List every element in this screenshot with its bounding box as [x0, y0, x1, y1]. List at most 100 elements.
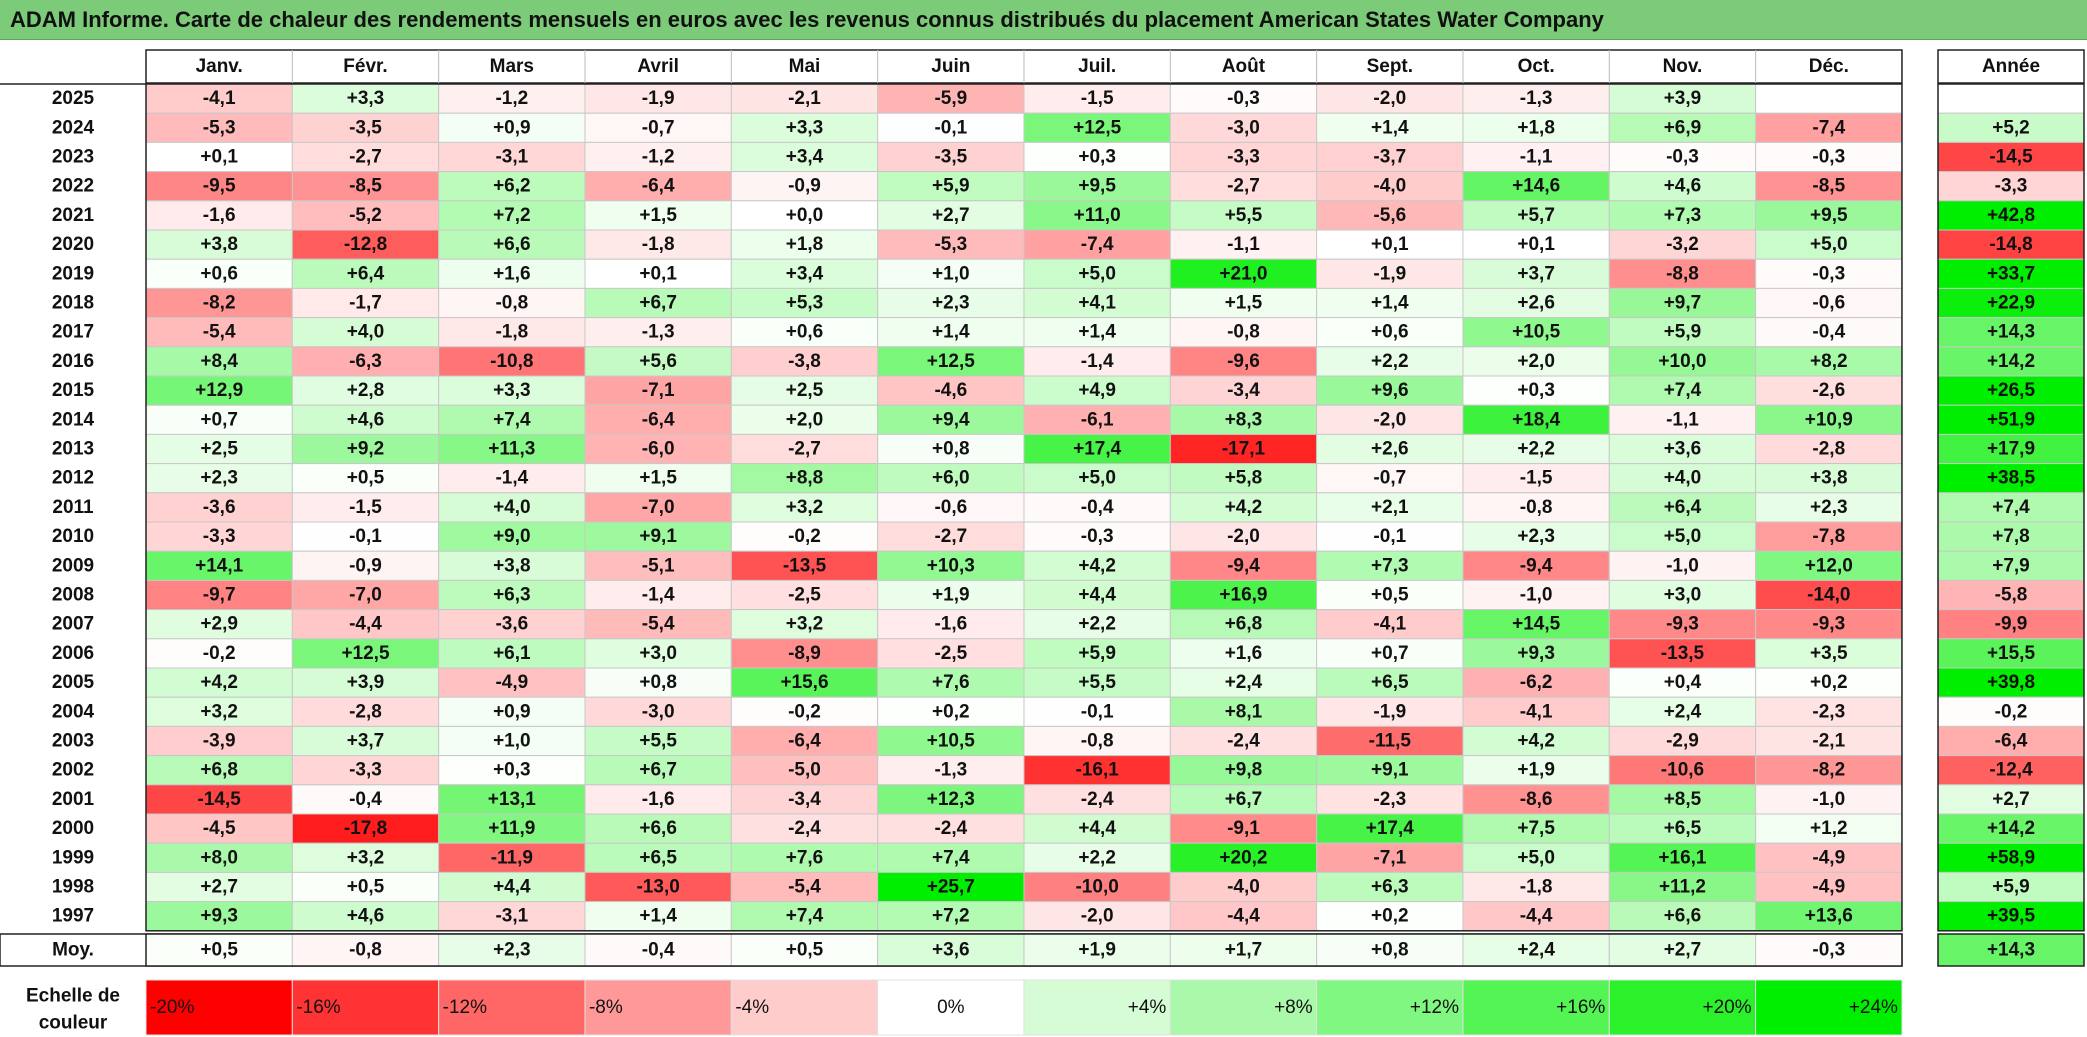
heat-cell [1169, 492, 1318, 523]
heat-cell [730, 521, 879, 552]
heat-value: +7,2 [932, 906, 970, 927]
heat-cell [730, 579, 879, 611]
annual-grid-border [1937, 83, 2085, 932]
annual-value: -9,9 [1995, 614, 2028, 635]
heat-value: +0,3 [1517, 380, 1555, 401]
heat-cell [877, 725, 1025, 757]
heat-value: -3,0 [642, 701, 675, 722]
heat-value: +2,5 [200, 439, 238, 460]
color-scale-stop-label: -20% [150, 997, 194, 1018]
heat-value: +3,2 [347, 847, 385, 868]
heat-cell [1023, 463, 1171, 494]
heat-value: +7,4 [932, 847, 970, 868]
row-label: 2002 [52, 760, 94, 781]
row-label: 2005 [52, 672, 95, 693]
heat-value: -0,1 [349, 526, 382, 547]
heat-cell [1608, 609, 1757, 640]
heat-value: -7,0 [642, 497, 675, 518]
heat-cell [1023, 842, 1171, 873]
heat-value: -1,0 [1812, 789, 1845, 810]
heat-value: -4,9 [1812, 877, 1845, 898]
average-value: +3,6 [932, 940, 970, 961]
row-2002 [145, 755, 2085, 786]
heat-cell [1169, 842, 1318, 873]
heat-value: -6,4 [642, 176, 675, 197]
color-scale-swatch [1755, 979, 1903, 1036]
heat-value: +0,8 [932, 439, 970, 460]
heat-value: +2,3 [200, 468, 238, 489]
annual-value: +51,9 [1987, 409, 2035, 430]
heat-value: -5,6 [1373, 205, 1406, 226]
heat-cell [438, 229, 586, 260]
heat-cell [1169, 346, 1318, 377]
heat-value: +0,7 [200, 409, 238, 430]
row-2001 [145, 784, 2085, 815]
annual-value: +17,9 [1987, 439, 2035, 460]
row-label: 2006 [52, 643, 94, 664]
heat-value: -4,4 [1227, 906, 1260, 927]
heat-value: -0,8 [495, 293, 528, 314]
color-scale-stop-label: +24% [1849, 997, 1898, 1018]
heat-cell [438, 287, 586, 319]
heat-value: +2,6 [1517, 293, 1555, 314]
heat-value: -8,8 [1666, 263, 1699, 284]
heat-value: +8,2 [1810, 351, 1848, 372]
heat-cell [1169, 229, 1318, 260]
heat-value: -1,0 [1666, 555, 1699, 576]
average-cell [877, 933, 1025, 967]
heat-cell [877, 404, 1025, 435]
heat-value: -10,6 [1661, 760, 1704, 781]
heat-value: -1,6 [642, 789, 675, 810]
heat-value: -0,3 [1812, 147, 1845, 168]
heat-value: +5,5 [639, 731, 677, 752]
average-label: Moy. [52, 940, 94, 961]
heat-value: +3,9 [1664, 88, 1702, 109]
heat-cell [877, 463, 1025, 494]
heat-value: -2,1 [788, 88, 821, 109]
heat-cell [438, 667, 586, 698]
heat-cell [438, 492, 586, 523]
heat-cell [438, 375, 586, 406]
heat-cell [1462, 287, 1610, 319]
heat-value: +5,0 [1517, 847, 1555, 868]
color-scale-swatch [1169, 979, 1318, 1036]
heat-value: +4,2 [1078, 555, 1116, 576]
average-annual-cell [1937, 933, 2085, 967]
heat-value: +8,3 [1225, 409, 1263, 430]
heat-cell [1755, 229, 1903, 260]
heat-value: -8,5 [1812, 176, 1845, 197]
heat-cell [1462, 813, 1610, 844]
heat-value: -7,4 [1081, 234, 1114, 255]
heat-value: +7,3 [1371, 555, 1409, 576]
heat-value: +21,0 [1219, 263, 1267, 284]
heat-cell [1169, 638, 1318, 669]
average-cell [291, 933, 440, 967]
heat-value: -13,0 [636, 877, 679, 898]
heat-value: -4,4 [349, 614, 382, 635]
heat-value: +20,2 [1219, 847, 1267, 868]
heat-value: +10,3 [927, 555, 975, 576]
heat-value: +6,0 [932, 468, 970, 489]
heat-cell [1755, 463, 1903, 494]
heat-value: -14,5 [198, 789, 242, 810]
heat-value: +9,1 [1371, 760, 1409, 781]
heat-value: +6,7 [1225, 789, 1263, 810]
heat-cell [730, 842, 879, 873]
data-rows [145, 83, 2085, 932]
heat-cell [1755, 579, 1903, 611]
heat-value: -1,1 [1227, 234, 1260, 255]
row-label: 2009 [52, 555, 94, 576]
heat-cell [1755, 784, 1903, 815]
heat-cell [1462, 696, 1610, 727]
heat-cell [1608, 83, 1757, 114]
row-1999 [145, 842, 2085, 873]
heat-value: -2,0 [1081, 906, 1114, 927]
heat-value: -1,8 [1520, 877, 1553, 898]
heat-cell [1608, 171, 1757, 202]
heat-value: -0,3 [1666, 147, 1699, 168]
heat-value: -2,5 [934, 643, 967, 664]
annual-value: +22,9 [1987, 293, 2035, 314]
average-value: +1,7 [1225, 940, 1263, 961]
color-scale-stop-label: +4% [1128, 997, 1167, 1018]
heat-value: +9,8 [1225, 760, 1263, 781]
